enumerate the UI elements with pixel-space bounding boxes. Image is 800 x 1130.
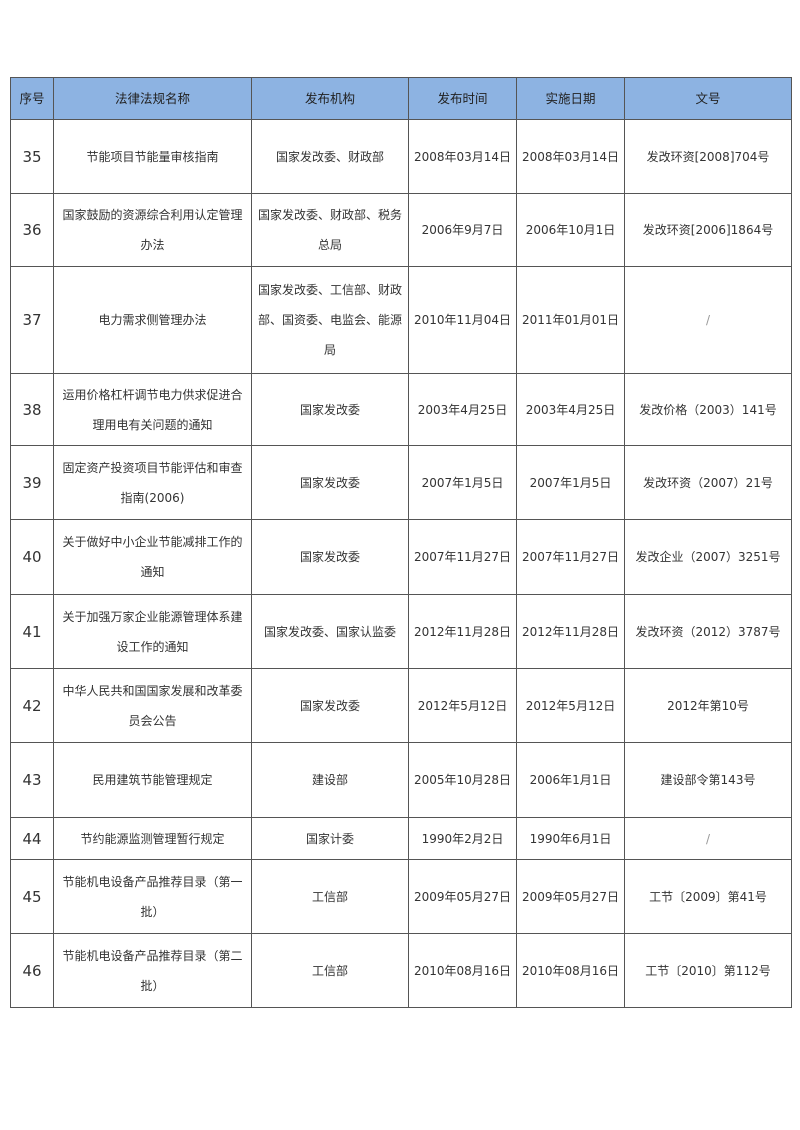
regulation-name: 节约能源监测管理暂行规定 <box>53 817 252 860</box>
table-row: 37 电力需求侧管理办法 国家发改委、工信部、财政部、国资委、电监会、能源局 2010… <box>10 266 792 374</box>
effective-date: 2003年4月25日 <box>516 373 625 446</box>
effective-date: 2007年11月27日 <box>516 519 625 595</box>
publish-date: 2006年9月7日 <box>408 193 517 267</box>
regulation-name: 关于做好中小企业节能减排工作的通知 <box>53 519 252 595</box>
header-no: 序号 <box>10 77 54 120</box>
table-row: 36 国家鼓励的资源综合利用认定管理办法 国家发改委、财政部、税务总局 2006年9月… <box>10 193 792 267</box>
publish-date: 2012年5月12日 <box>408 668 517 743</box>
effective-date: 2007年1月5日 <box>516 445 625 520</box>
issuing-agency: 工信部 <box>251 859 409 934</box>
row-number: 38 <box>10 373 54 446</box>
document-number: / <box>624 266 792 374</box>
regulation-name: 固定资产投资项目节能评估和审查指南(2006) <box>53 445 252 520</box>
document-number: 建设部令第143号 <box>624 742 792 818</box>
effective-date: 2006年1月1日 <box>516 742 625 818</box>
regulations-table: 序号 法律法规名称 发布机构 发布时间 实施日期 文号 35 节能项目节能量审核指… <box>10 77 792 1008</box>
publish-date: 2003年4月25日 <box>408 373 517 446</box>
issuing-agency: 国家计委 <box>251 817 409 860</box>
document-number: 发改环资（2007）21号 <box>624 445 792 520</box>
issuing-agency: 工信部 <box>251 933 409 1008</box>
effective-date: 2009年05月27日 <box>516 859 625 934</box>
publish-date: 2010年08月16日 <box>408 933 517 1008</box>
effective-date: 2010年08月16日 <box>516 933 625 1008</box>
row-number: 42 <box>10 668 54 743</box>
header-name: 法律法规名称 <box>53 77 252 120</box>
row-number: 39 <box>10 445 54 520</box>
row-number: 35 <box>10 119 54 194</box>
issuing-agency: 国家发改委 <box>251 445 409 520</box>
row-number: 41 <box>10 594 54 669</box>
document-number: 2012年第10号 <box>624 668 792 743</box>
issuing-agency: 国家发改委、工信部、财政部、国资委、电监会、能源局 <box>251 266 409 374</box>
document-number: 工节〔2009〕第41号 <box>624 859 792 934</box>
regulation-name: 民用建筑节能管理规定 <box>53 742 252 818</box>
effective-date: 2008年03月14日 <box>516 119 625 194</box>
publish-date: 2007年1月5日 <box>408 445 517 520</box>
document-number: / <box>624 817 792 860</box>
publish-date: 2010年11月04日 <box>408 266 517 374</box>
row-number: 43 <box>10 742 54 818</box>
header-org: 发布机构 <box>251 77 409 120</box>
publish-date: 2009年05月27日 <box>408 859 517 934</box>
table-row: 43 民用建筑节能管理规定 建设部 2005年10月28日 2006年1月1日 建设部令第… <box>10 742 792 818</box>
issuing-agency: 国家发改委、财政部、税务总局 <box>251 193 409 267</box>
header-doc-no: 文号 <box>624 77 792 120</box>
row-number: 45 <box>10 859 54 934</box>
effective-date: 1990年6月1日 <box>516 817 625 860</box>
regulation-name: 电力需求侧管理办法 <box>53 266 252 374</box>
table-row: 46 节能机电设备产品推荐目录（第二批） 工信部 2010年08月16日 2010年08… <box>10 933 792 1008</box>
regulation-name: 中华人民共和国国家发展和改革委员会公告 <box>53 668 252 743</box>
table-header-row: 序号 法律法规名称 发布机构 发布时间 实施日期 文号 <box>10 77 792 120</box>
table-row: 42 中华人民共和国国家发展和改革委员会公告 国家发改委 2012年5月12日 2012… <box>10 668 792 743</box>
issuing-agency: 国家发改委、国家认监委 <box>251 594 409 669</box>
effective-date: 2012年11月28日 <box>516 594 625 669</box>
issuing-agency: 国家发改委 <box>251 668 409 743</box>
regulation-name: 国家鼓励的资源综合利用认定管理办法 <box>53 193 252 267</box>
table-row: 38 运用价格杠杆调节电力供求促进合理用电有关问题的通知 国家发改委 2003年4月2… <box>10 373 792 446</box>
regulation-name: 节能机电设备产品推荐目录（第二批） <box>53 933 252 1008</box>
issuing-agency: 国家发改委、财政部 <box>251 119 409 194</box>
document-number: 工节〔2010〕第112号 <box>624 933 792 1008</box>
publish-date: 2012年11月28日 <box>408 594 517 669</box>
effective-date: 2006年10月1日 <box>516 193 625 267</box>
header-pub-date: 发布时间 <box>408 77 517 120</box>
row-number: 44 <box>10 817 54 860</box>
table-row: 35 节能项目节能量审核指南 国家发改委、财政部 2008年03月14日 2008年03… <box>10 119 792 194</box>
publish-date: 2005年10月28日 <box>408 742 517 818</box>
publish-date: 2008年03月14日 <box>408 119 517 194</box>
document-number: 发改环资（2012）3787号 <box>624 594 792 669</box>
table-row: 44 节约能源监测管理暂行规定 国家计委 1990年2月2日 1990年6月1日 / <box>10 817 792 860</box>
table-row: 41 关于加强万家企业能源管理体系建设工作的通知 国家发改委、国家认监委 2012年1… <box>10 594 792 669</box>
publish-date: 1990年2月2日 <box>408 817 517 860</box>
document-number: 发改价格（2003）141号 <box>624 373 792 446</box>
table-row: 45 节能机电设备产品推荐目录（第一批） 工信部 2009年05月27日 2009年05… <box>10 859 792 934</box>
table-row: 39 固定资产投资项目节能评估和审查指南(2006) 国家发改委 2007年1月5日 2… <box>10 445 792 520</box>
row-number: 37 <box>10 266 54 374</box>
regulation-name: 运用价格杠杆调节电力供求促进合理用电有关问题的通知 <box>53 373 252 446</box>
document-number: 发改企业（2007）3251号 <box>624 519 792 595</box>
effective-date: 2011年01月01日 <box>516 266 625 374</box>
effective-date: 2012年5月12日 <box>516 668 625 743</box>
table-row: 40 关于做好中小企业节能减排工作的通知 国家发改委 2007年11月27日 2007年… <box>10 519 792 595</box>
document-number: 发改环资[2008]704号 <box>624 119 792 194</box>
header-eff-date: 实施日期 <box>516 77 625 120</box>
document-number: 发改环资[2006]1864号 <box>624 193 792 267</box>
row-number: 40 <box>10 519 54 595</box>
regulation-name: 关于加强万家企业能源管理体系建设工作的通知 <box>53 594 252 669</box>
regulation-name: 节能项目节能量审核指南 <box>53 119 252 194</box>
row-number: 46 <box>10 933 54 1008</box>
issuing-agency: 国家发改委 <box>251 373 409 446</box>
row-number: 36 <box>10 193 54 267</box>
issuing-agency: 建设部 <box>251 742 409 818</box>
regulation-name: 节能机电设备产品推荐目录（第一批） <box>53 859 252 934</box>
issuing-agency: 国家发改委 <box>251 519 409 595</box>
publish-date: 2007年11月27日 <box>408 519 517 595</box>
